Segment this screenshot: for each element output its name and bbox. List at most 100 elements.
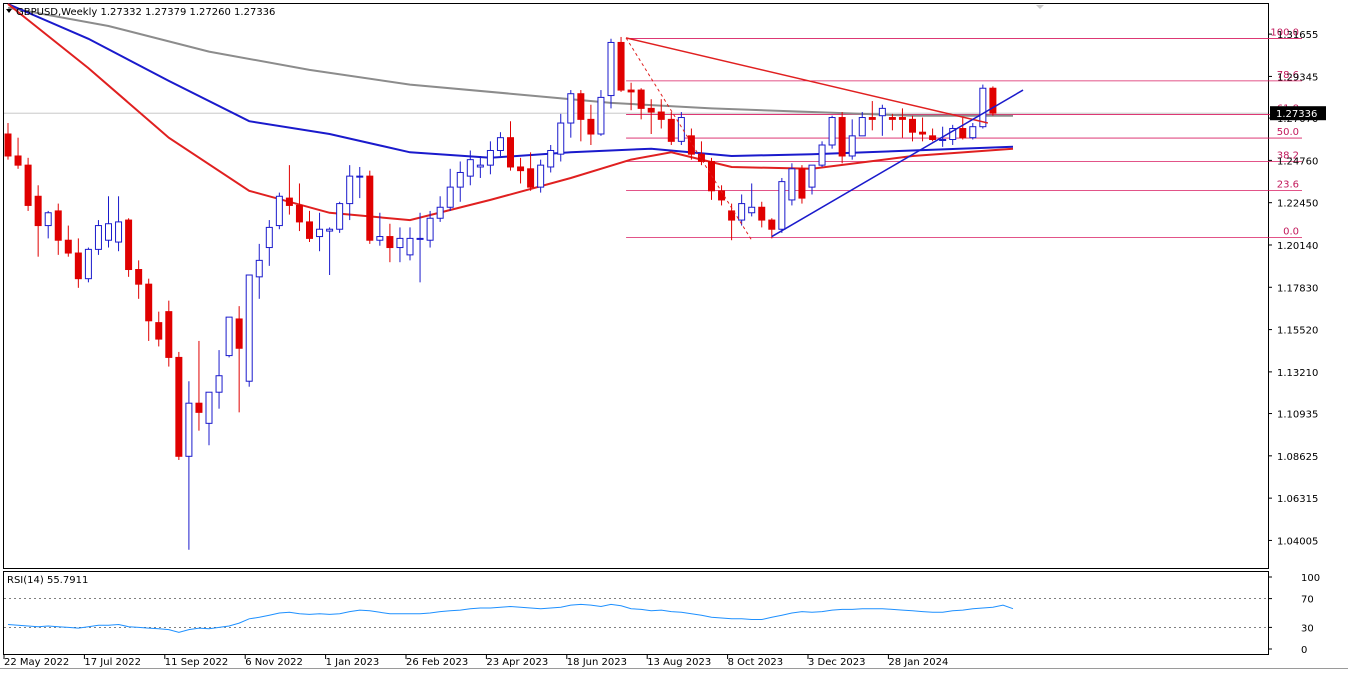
- candle-body: [557, 122, 565, 155]
- candle-bearish: [798, 165, 806, 204]
- candle-body: [848, 135, 856, 157]
- candle-bearish: [295, 183, 303, 232]
- candle-body: [909, 118, 916, 133]
- candle-bearish: [135, 260, 143, 299]
- rsi-layer: [4, 598, 1268, 633]
- candle-body: [969, 126, 977, 139]
- candle-bearish: [125, 218, 133, 277]
- candle-bearish: [888, 113, 896, 131]
- price-tick-label: 1.24760: [1277, 156, 1318, 167]
- current-price-badge-label: 1.27336: [1276, 109, 1317, 120]
- candle-bullish: [969, 123, 977, 140]
- candle-body: [24, 164, 32, 206]
- fib-level-label: 50.0: [1277, 127, 1299, 138]
- candle-bullish: [677, 112, 685, 145]
- candle-bearish: [155, 311, 163, 347]
- candle-body: [225, 316, 233, 357]
- time-tick-label: 11 Sep 2022: [165, 657, 228, 668]
- candle-body: [808, 164, 816, 188]
- candle-body: [285, 197, 293, 206]
- candle-body: [898, 117, 906, 120]
- price-tick-label: 1.06315: [1277, 494, 1318, 505]
- price-tick-label: 1.10935: [1277, 410, 1318, 421]
- candle-body: [94, 225, 102, 250]
- rsi-line: [7, 603, 1014, 633]
- candle-bullish: [607, 38, 615, 109]
- candle-body: [687, 135, 695, 155]
- candle-body: [577, 93, 585, 120]
- price-tick-label: 1.04005: [1277, 536, 1318, 547]
- shift-marker-icon[interactable]: [1036, 5, 1044, 9]
- fib-level-label: 0.0: [1283, 226, 1299, 237]
- candle-body: [627, 89, 635, 93]
- time-tick-label: 13 Aug 2023: [647, 657, 711, 668]
- candle-body: [959, 128, 967, 139]
- candle-bearish: [74, 238, 82, 288]
- candle-bullish: [537, 159, 545, 193]
- candle-bearish: [507, 121, 514, 171]
- candle-body: [989, 87, 997, 114]
- candle-body: [165, 311, 173, 358]
- rsi-tick-label: 100: [1301, 573, 1320, 584]
- candle-bearish: [527, 152, 535, 191]
- candle-bullish: [215, 350, 223, 409]
- candle-bullish: [547, 145, 555, 173]
- rsi-label: RSI(14) 55.7911: [7, 575, 88, 586]
- candle-body: [607, 41, 615, 97]
- collapse-arrow-icon[interactable]: [6, 9, 12, 13]
- rsi-pane-frame: [3, 571, 1269, 655]
- candle-bearish: [366, 170, 374, 244]
- candle-body: [537, 164, 545, 188]
- candle-body: [105, 223, 112, 241]
- candle-bearish: [687, 128, 695, 160]
- candle-body: [175, 356, 183, 457]
- candle-bearish: [647, 99, 655, 135]
- price-tick-label: 1.08625: [1277, 452, 1318, 463]
- candle-body: [416, 237, 424, 240]
- time-tick-label: 28 Jan 2024: [888, 657, 948, 668]
- candle-body: [587, 118, 595, 135]
- candle-bullish: [456, 161, 464, 202]
- candle-bullish: [738, 194, 746, 226]
- candle-bearish: [175, 351, 183, 460]
- candle-body: [14, 155, 22, 166]
- candle-body: [336, 203, 344, 230]
- candle-bullish: [858, 112, 866, 137]
- candle-bullish: [205, 391, 213, 446]
- candle-bearish: [587, 104, 595, 145]
- candle-body: [567, 93, 575, 124]
- candle-bearish: [195, 340, 203, 431]
- candle-bearish: [64, 225, 72, 257]
- candle-body: [466, 159, 474, 177]
- candle-body: [54, 210, 62, 241]
- candle-bullish: [436, 196, 444, 222]
- candle-bullish: [326, 227, 334, 276]
- candle-bullish: [44, 210, 52, 239]
- candle-body: [64, 239, 72, 254]
- candle-body: [135, 269, 143, 285]
- candle-body: [517, 166, 525, 172]
- candle-bullish: [105, 196, 112, 248]
- candle-body: [115, 221, 123, 243]
- candle-bullish: [557, 113, 565, 162]
- candle-body: [265, 226, 273, 249]
- candle-body: [295, 204, 303, 223]
- candle-body: [185, 402, 193, 457]
- rsi-tick-label: 30: [1301, 623, 1314, 634]
- header-info: GBPUSD,Weekly 1.27332 1.27379 1.27260 1.…: [6, 5, 1044, 586]
- fib-level-label: 38.2: [1277, 150, 1299, 161]
- candle-bullish: [496, 132, 504, 156]
- fib-level-label: 23.6: [1277, 180, 1299, 191]
- candle-body: [798, 168, 806, 199]
- candle-bearish: [989, 86, 997, 116]
- candle-bearish: [868, 101, 876, 131]
- candle-body: [738, 203, 746, 221]
- price-tick-label: 1.17830: [1277, 283, 1318, 294]
- fib-level-label: 100.0: [1270, 27, 1299, 38]
- candle-bearish: [577, 90, 585, 142]
- candle-body: [939, 139, 947, 142]
- candle-body: [436, 206, 444, 219]
- candle-body: [145, 283, 153, 322]
- trendline: [625, 37, 989, 124]
